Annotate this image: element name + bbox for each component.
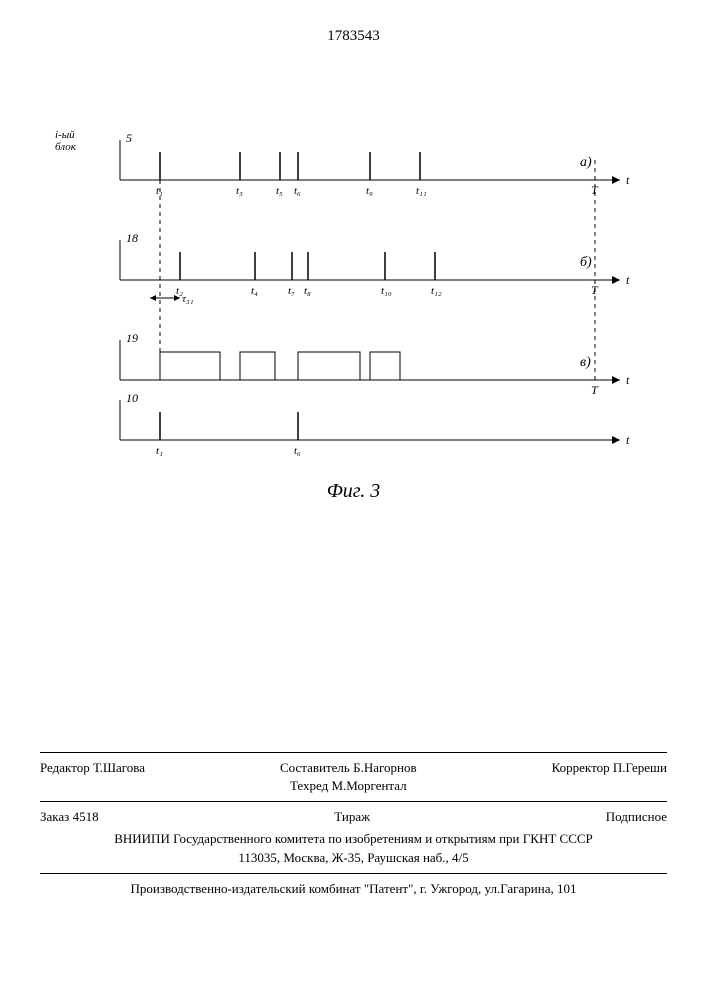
svg-text:T: T <box>591 283 599 297</box>
org-address: ВНИИПИ Государственного комитета по изоб… <box>40 828 667 868</box>
svg-text:в): в) <box>580 355 591 370</box>
svg-text:t₉: t₉ <box>366 185 373 197</box>
svg-text:t: t <box>626 273 630 287</box>
svg-text:а): а) <box>580 155 592 170</box>
svg-text:t₃: t₃ <box>236 185 243 197</box>
svg-text:T: T <box>591 383 599 397</box>
svg-text:10: 10 <box>126 391 138 405</box>
svg-text:t₆: t₆ <box>294 445 301 457</box>
figure-caption: Фиг. 3 <box>0 480 707 503</box>
corrector: Корректор П.Гереши <box>552 759 667 795</box>
order: Заказ 4518 <box>40 808 99 826</box>
svg-text:t₁: t₁ <box>156 185 163 197</box>
tirazh: Тираж <box>334 808 370 826</box>
svg-text:t: t <box>626 373 630 387</box>
subscription: Подписное <box>606 808 667 826</box>
svg-text:блок: блок <box>55 141 77 153</box>
svg-text:t: t <box>626 433 630 447</box>
svg-text:t₆: t₆ <box>294 185 301 197</box>
svg-text:T: T <box>591 183 599 197</box>
timing-diagram: i-ыйблок5а)tTt₁t₃t₅t₆t₉t₁₁18б)tTt₂t₄t₇t₈… <box>50 100 650 500</box>
svg-text:t₁₂: t₁₂ <box>431 285 442 297</box>
svg-text:б): б) <box>580 255 592 270</box>
svg-text:i-ый: i-ый <box>55 129 75 141</box>
svg-text:18: 18 <box>126 231 138 245</box>
svg-text:t₁₁: t₁₁ <box>416 185 427 197</box>
svg-text:t₄: t₄ <box>251 285 258 297</box>
svg-text:t₁₀: t₁₀ <box>381 285 392 297</box>
svg-text:t₅: t₅ <box>276 185 283 197</box>
compiler-tech: Составитель Б.Нагорнов Техред М.Моргента… <box>280 759 417 795</box>
svg-text:t₁: t₁ <box>156 445 163 457</box>
editor: Редактор Т.Шагова <box>40 759 145 795</box>
svg-text:τ₃₁: τ₃₁ <box>182 293 194 305</box>
page-number: 1783543 <box>0 28 707 45</box>
footer-block: Редактор Т.Шагова Составитель Б.Нагорнов… <box>40 748 667 900</box>
svg-text:5: 5 <box>126 131 132 145</box>
svg-text:19: 19 <box>126 331 138 345</box>
publisher: Производственно-издательский комбинат "П… <box>40 878 667 900</box>
svg-text:t: t <box>626 173 630 187</box>
svg-text:t₇: t₇ <box>288 285 295 297</box>
svg-text:t₈: t₈ <box>304 285 311 297</box>
